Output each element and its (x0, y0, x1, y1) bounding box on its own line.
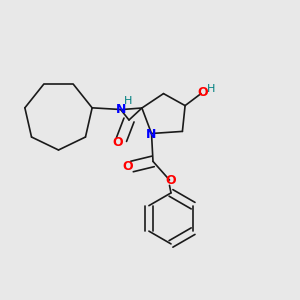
Text: O: O (112, 136, 123, 149)
Text: H: H (124, 96, 133, 106)
Text: N: N (146, 128, 157, 142)
Text: O: O (166, 174, 176, 188)
Text: O: O (197, 85, 208, 99)
Text: H: H (206, 84, 215, 94)
Text: O: O (122, 160, 133, 173)
Text: N: N (116, 103, 126, 116)
